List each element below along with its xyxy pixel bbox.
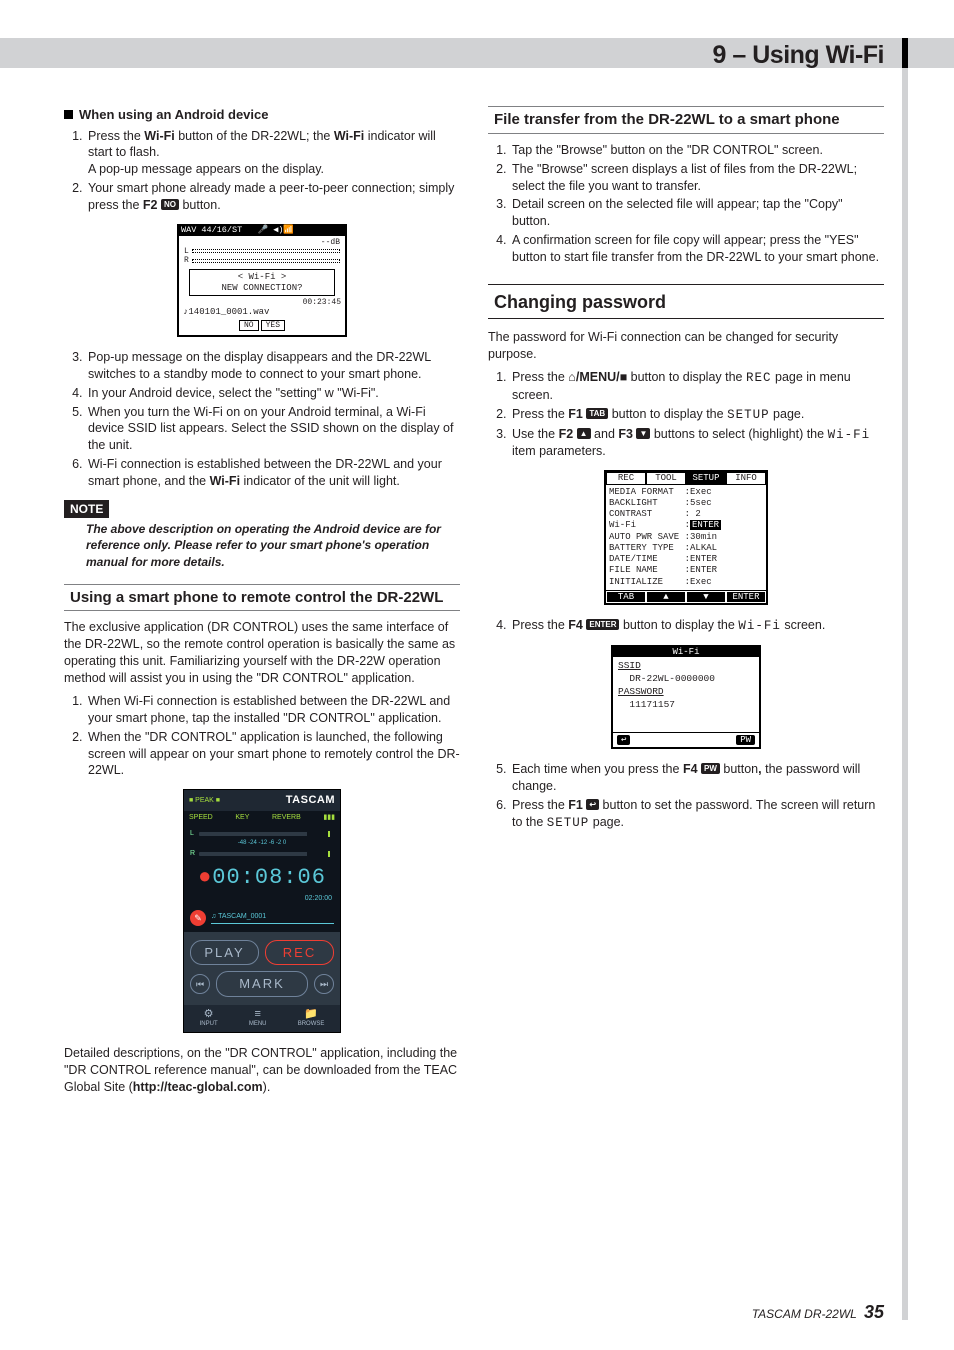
note-text: The above description on operating the A… xyxy=(86,521,460,570)
android-step-1-sub: A pop-up message appears on the display. xyxy=(88,161,460,178)
enter-icon: ENTER xyxy=(586,619,619,630)
setup-tabs: REC TOOL SETUP INFO xyxy=(606,472,766,484)
ft-step-2: The "Browse" screen displays a list of f… xyxy=(510,161,884,195)
popup-lcd-figure: WAV 44/16/ST 🎤 ◀)📶 --dB L R < Wi-Fi > NE… xyxy=(64,224,460,337)
file-transfer-heading: File transfer from the DR-22WL to a smar… xyxy=(488,106,884,134)
browse-tab: 📁BROWSE xyxy=(298,1009,325,1028)
right-column: File transfer from the DR-22WL to a smar… xyxy=(488,106,884,1102)
cp-steps-list-2: Press the F4 ENTER button to display the… xyxy=(488,617,884,635)
next-button: ⏭ xyxy=(314,974,334,994)
ft-step-3: Detail screen on the selected file will … xyxy=(510,196,884,230)
ft-step-1: Tap the "Browse" button on the "DR CONTR… xyxy=(510,142,884,159)
chapter-title: 9 – Using Wi-Fi xyxy=(64,40,884,70)
android-steps-list: Press the Wi-Fi button of the DR-22WL; t… xyxy=(64,128,460,214)
popup-meter-area: --dB L R xyxy=(179,236,345,268)
no-icon: NO xyxy=(161,199,179,210)
app-bottom-bar: ⚙INPUT ≡MENU 📁BROWSE xyxy=(184,1005,340,1032)
input-tab: ⚙INPUT xyxy=(200,1009,218,1028)
down-icon: ▼ xyxy=(636,428,650,439)
cp-step-2: Press the F1 TAB button to display the S… xyxy=(510,406,884,424)
remote-outro: Detailed descriptions, on the "DR CONTRO… xyxy=(64,1045,460,1096)
remote-heading: Using a smart phone to remote control th… xyxy=(64,584,460,612)
peak-indicator: ■ PEAK ■ xyxy=(189,796,220,805)
brand-logo: TASCAM xyxy=(286,793,335,808)
popup-buttons: NOYES xyxy=(179,317,345,335)
cp-step-6: Press the F1 ↩ button to set the passwor… xyxy=(510,797,884,832)
cp-step-3: Use the F2 ▲ and F3 ▼ buttons to select … xyxy=(510,426,884,461)
phone-app-figure: ■ PEAK ■ TASCAM SPEED KEY REVERB ▮▮▮ L -… xyxy=(64,789,460,1033)
product-name: TASCAM DR-22WL xyxy=(752,1307,857,1321)
up-icon: ▲ xyxy=(577,428,591,439)
cp-intro: The password for Wi-Fi connection can be… xyxy=(488,329,884,363)
remote-step-2: When the "DR CONTROL" application is lau… xyxy=(86,729,460,780)
cp-steps-list: Press the ⌂/MENU/■ button to display the… xyxy=(488,369,884,460)
block-bullet-icon xyxy=(64,110,73,119)
android-heading: When using an Android device xyxy=(64,106,460,124)
wifi-lcd: Wi-Fi SSID DR-22WL-0000000 PASSWORD 1117… xyxy=(611,645,761,749)
wifi-lcd-title: Wi-Fi xyxy=(613,647,759,657)
popup-top-row: WAV 44/16/ST 🎤 ◀)📶 xyxy=(179,226,345,236)
cp-step-5: Each time when you press the F4 PW butto… xyxy=(510,761,884,795)
page-footer: TASCAM DR-22WL 35 xyxy=(752,1300,884,1324)
app-track-row: ✎ ♫ TASCAM_0001 xyxy=(184,907,340,932)
tab-tool: TOOL xyxy=(646,472,686,484)
app-meters: L -48 -24 -12 -6 -2 0 R xyxy=(184,825,340,861)
setup-lcd-figure: REC TOOL SETUP INFO MEDIA FORMAT :Exec B… xyxy=(488,470,884,605)
back-button-icon: ↩ xyxy=(586,799,599,810)
popup-lcd: WAV 44/16/ST 🎤 ◀)📶 --dB L R < Wi-Fi > NE… xyxy=(177,224,347,337)
app-top-bar: ■ PEAK ■ TASCAM xyxy=(184,790,340,811)
android-steps-list-2: Pop-up message on the display disappears… xyxy=(64,349,460,490)
android-step-6: Wi-Fi connection is established between … xyxy=(86,456,460,490)
tab-info: INFO xyxy=(726,472,766,484)
android-step-2: Your smart phone already made a peer-to-… xyxy=(86,180,460,214)
remote-intro: The exclusive application (DR CONTROL) u… xyxy=(64,619,460,687)
file-transfer-steps: Tap the "Browse" button on the "DR CONTR… xyxy=(488,142,884,266)
setup-lcd: REC TOOL SETUP INFO MEDIA FORMAT :Exec B… xyxy=(604,470,768,605)
setup-footer: TAB ▲ ▼ ENTER xyxy=(606,590,766,603)
battery-icon: ▮▮▮ xyxy=(323,813,335,822)
back-icon: ↩ xyxy=(617,735,630,745)
setup-rows: MEDIA FORMAT :Exec BACKLIGHT :5sec CONTR… xyxy=(606,485,766,590)
side-gray-bar xyxy=(902,68,908,1320)
wifi-lcd-rows: SSID DR-22WL-0000000 PASSWORD 11171157 xyxy=(613,657,759,731)
header-black-tab xyxy=(902,38,908,68)
android-step-4: In your Android device, select the "sett… xyxy=(86,385,460,402)
track-name: ♫ TASCAM_0001 xyxy=(211,912,334,923)
changing-password-heading: Changing password xyxy=(488,284,884,319)
page-number: 35 xyxy=(864,1302,884,1322)
app-time: ●00:08:06 xyxy=(184,861,340,895)
pw-button-icon: PW xyxy=(701,763,720,774)
pw-icon: PW xyxy=(736,735,755,745)
left-column: When using an Android device Press the W… xyxy=(64,106,460,1102)
remote-steps-list: When Wi-Fi connection is established bet… xyxy=(64,693,460,779)
note-label: NOTE xyxy=(64,500,109,518)
rec-button: REC xyxy=(265,940,334,966)
wifi-lcd-figure: Wi-Fi SSID DR-22WL-0000000 PASSWORD 1117… xyxy=(488,645,884,749)
wifi-lcd-footer: ↩ PW xyxy=(613,732,759,747)
android-step-1: Press the Wi-Fi button of the DR-22WL; t… xyxy=(86,128,460,179)
android-heading-text: When using an Android device xyxy=(79,107,268,122)
phone-app: ■ PEAK ■ TASCAM SPEED KEY REVERB ▮▮▮ L -… xyxy=(183,789,341,1033)
cp-step-1: Press the ⌂/MENU/■ button to display the… xyxy=(510,369,884,404)
play-button: PLAY xyxy=(190,940,259,966)
tab-rec: REC xyxy=(606,472,646,484)
popup-yes-button: YES xyxy=(261,320,285,331)
remote-step-1: When Wi-Fi connection is established bet… xyxy=(86,693,460,727)
tab-icon: TAB xyxy=(586,408,608,419)
app-buttons: PLAY REC ⏮ MARK ⏭ xyxy=(184,932,340,1005)
prev-button: ⏮ xyxy=(190,974,210,994)
cp-steps-list-3: Each time when you press the F4 PW butto… xyxy=(488,761,884,832)
menu-tab: ≡MENU xyxy=(249,1009,267,1028)
popup-no-button: NO xyxy=(239,320,259,331)
tab-setup: SETUP xyxy=(686,472,726,484)
popup-dialog: < Wi-Fi > NEW CONNECTION? xyxy=(189,269,335,296)
mode-wheel-icon: ✎ xyxy=(190,910,206,926)
app-subtime: 02:20:00 xyxy=(184,894,340,906)
app-status-row: SPEED KEY REVERB ▮▮▮ xyxy=(184,811,340,824)
android-step-5: When you turn the Wi-Fi on on your Andro… xyxy=(86,404,460,455)
ft-step-4: A confirmation screen for file copy will… xyxy=(510,232,884,266)
cp-step-4: Press the F4 ENTER button to display the… xyxy=(510,617,884,635)
mark-button: MARK xyxy=(216,971,308,997)
android-step-3: Pop-up message on the display disappears… xyxy=(86,349,460,383)
